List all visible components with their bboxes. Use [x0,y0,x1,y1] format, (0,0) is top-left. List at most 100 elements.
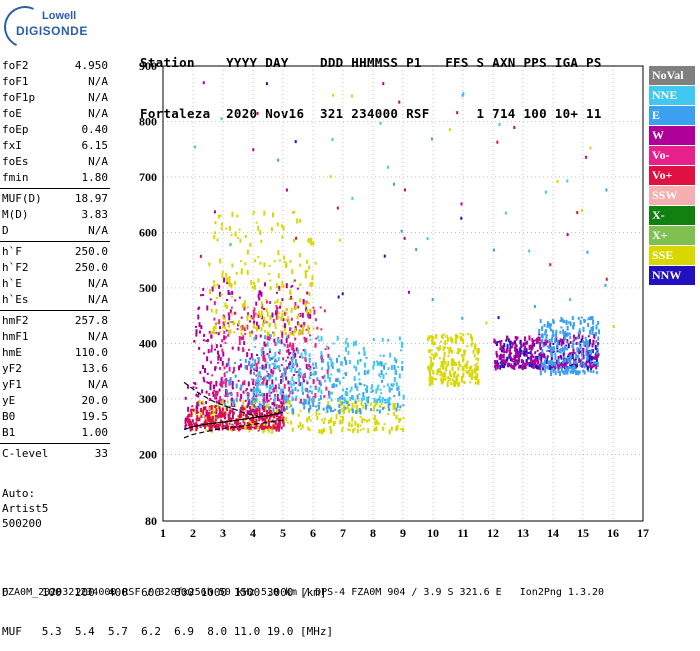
echo-point [277,250,280,256]
echo-point [202,376,205,380]
legend-item: NNE [649,86,695,105]
echo-point [209,386,212,391]
echo-point [386,398,389,404]
echo-point [552,362,555,365]
echo-point [559,351,562,354]
echo-point [240,406,243,409]
auto-label: Auto: [2,487,36,500]
echo-point [295,381,298,384]
echo-point [215,415,218,418]
echo-point [275,360,278,363]
echo-point [372,417,375,420]
echo-point [271,428,274,434]
param-value: 257.8 [74,314,108,327]
echo-point [446,347,449,350]
echo-point [343,372,346,375]
echo-point [527,351,530,354]
echo-point [475,366,478,369]
echo-point [356,408,359,414]
echo-point [200,423,203,426]
echo-point [282,406,285,412]
echo-point [585,361,588,367]
echo-point [215,344,218,349]
param-separator [0,443,110,444]
x-tick-label: 16 [607,526,619,540]
echo-point [440,365,443,368]
echo-point [526,361,529,366]
echo-point [461,337,464,341]
echo-point [268,427,271,433]
echo-point [281,325,284,328]
echo-point [430,137,433,141]
echo-point [221,273,224,279]
echo-point [462,333,465,337]
echo-point [462,356,465,362]
echo-point [221,339,224,343]
param-separator [0,241,110,242]
echo-point [497,340,500,343]
echo-point [381,379,384,383]
echo-point [196,411,199,414]
echo-point [198,330,201,334]
echo-point [291,359,294,365]
echo-point [274,351,277,357]
echo-point [224,320,227,324]
echo-point [302,391,305,395]
echo-point [566,332,569,337]
echo-point [285,405,288,410]
echo-point [320,336,323,342]
echo-point [201,400,204,403]
echo-point [376,398,379,404]
echo-point [300,329,303,335]
echo-point [430,357,433,360]
echo-point [454,362,457,365]
echo-point [567,343,570,349]
echo-point [199,254,202,258]
echo-point [395,416,398,420]
echo-point [495,362,498,367]
echo-point [586,349,589,354]
echo-point [291,376,294,382]
param-name: M(D) [2,208,29,221]
echo-point [336,357,339,363]
echo-point [250,369,253,372]
echo-point [205,400,208,404]
echo-point [516,336,519,340]
echo-point [312,241,315,246]
echo-point [588,358,591,364]
echo-point [505,358,508,362]
echo-point [344,341,347,345]
echo-point [218,408,221,414]
param-name: fxI [2,139,22,152]
echo-point [298,218,301,223]
echo-point [460,375,463,381]
echo-point [502,348,505,353]
echo-point [469,365,472,371]
echo-point [341,292,344,296]
echo-point [287,334,290,339]
echo-point [251,414,254,418]
echo-point [591,349,594,354]
echo-point [213,283,216,287]
echo-point [280,412,283,417]
echo-point [266,403,269,408]
echo-point [191,419,194,423]
echo-point [302,379,305,383]
echo-point [588,350,591,353]
echo-point [304,270,307,275]
echo-point [359,428,362,431]
echo-point [456,375,459,378]
echo-point [460,216,463,220]
echo-point [395,407,398,412]
echo-point [539,319,542,324]
echo-point [594,355,597,360]
echo-point [320,429,323,435]
echo-point [263,393,266,397]
echo-point [582,369,585,373]
echo-point [470,374,473,379]
echo-point [248,426,251,430]
echo-point [220,226,223,230]
echo-point [511,341,514,346]
echo-point [290,383,293,389]
param-value: N/A [88,155,108,168]
